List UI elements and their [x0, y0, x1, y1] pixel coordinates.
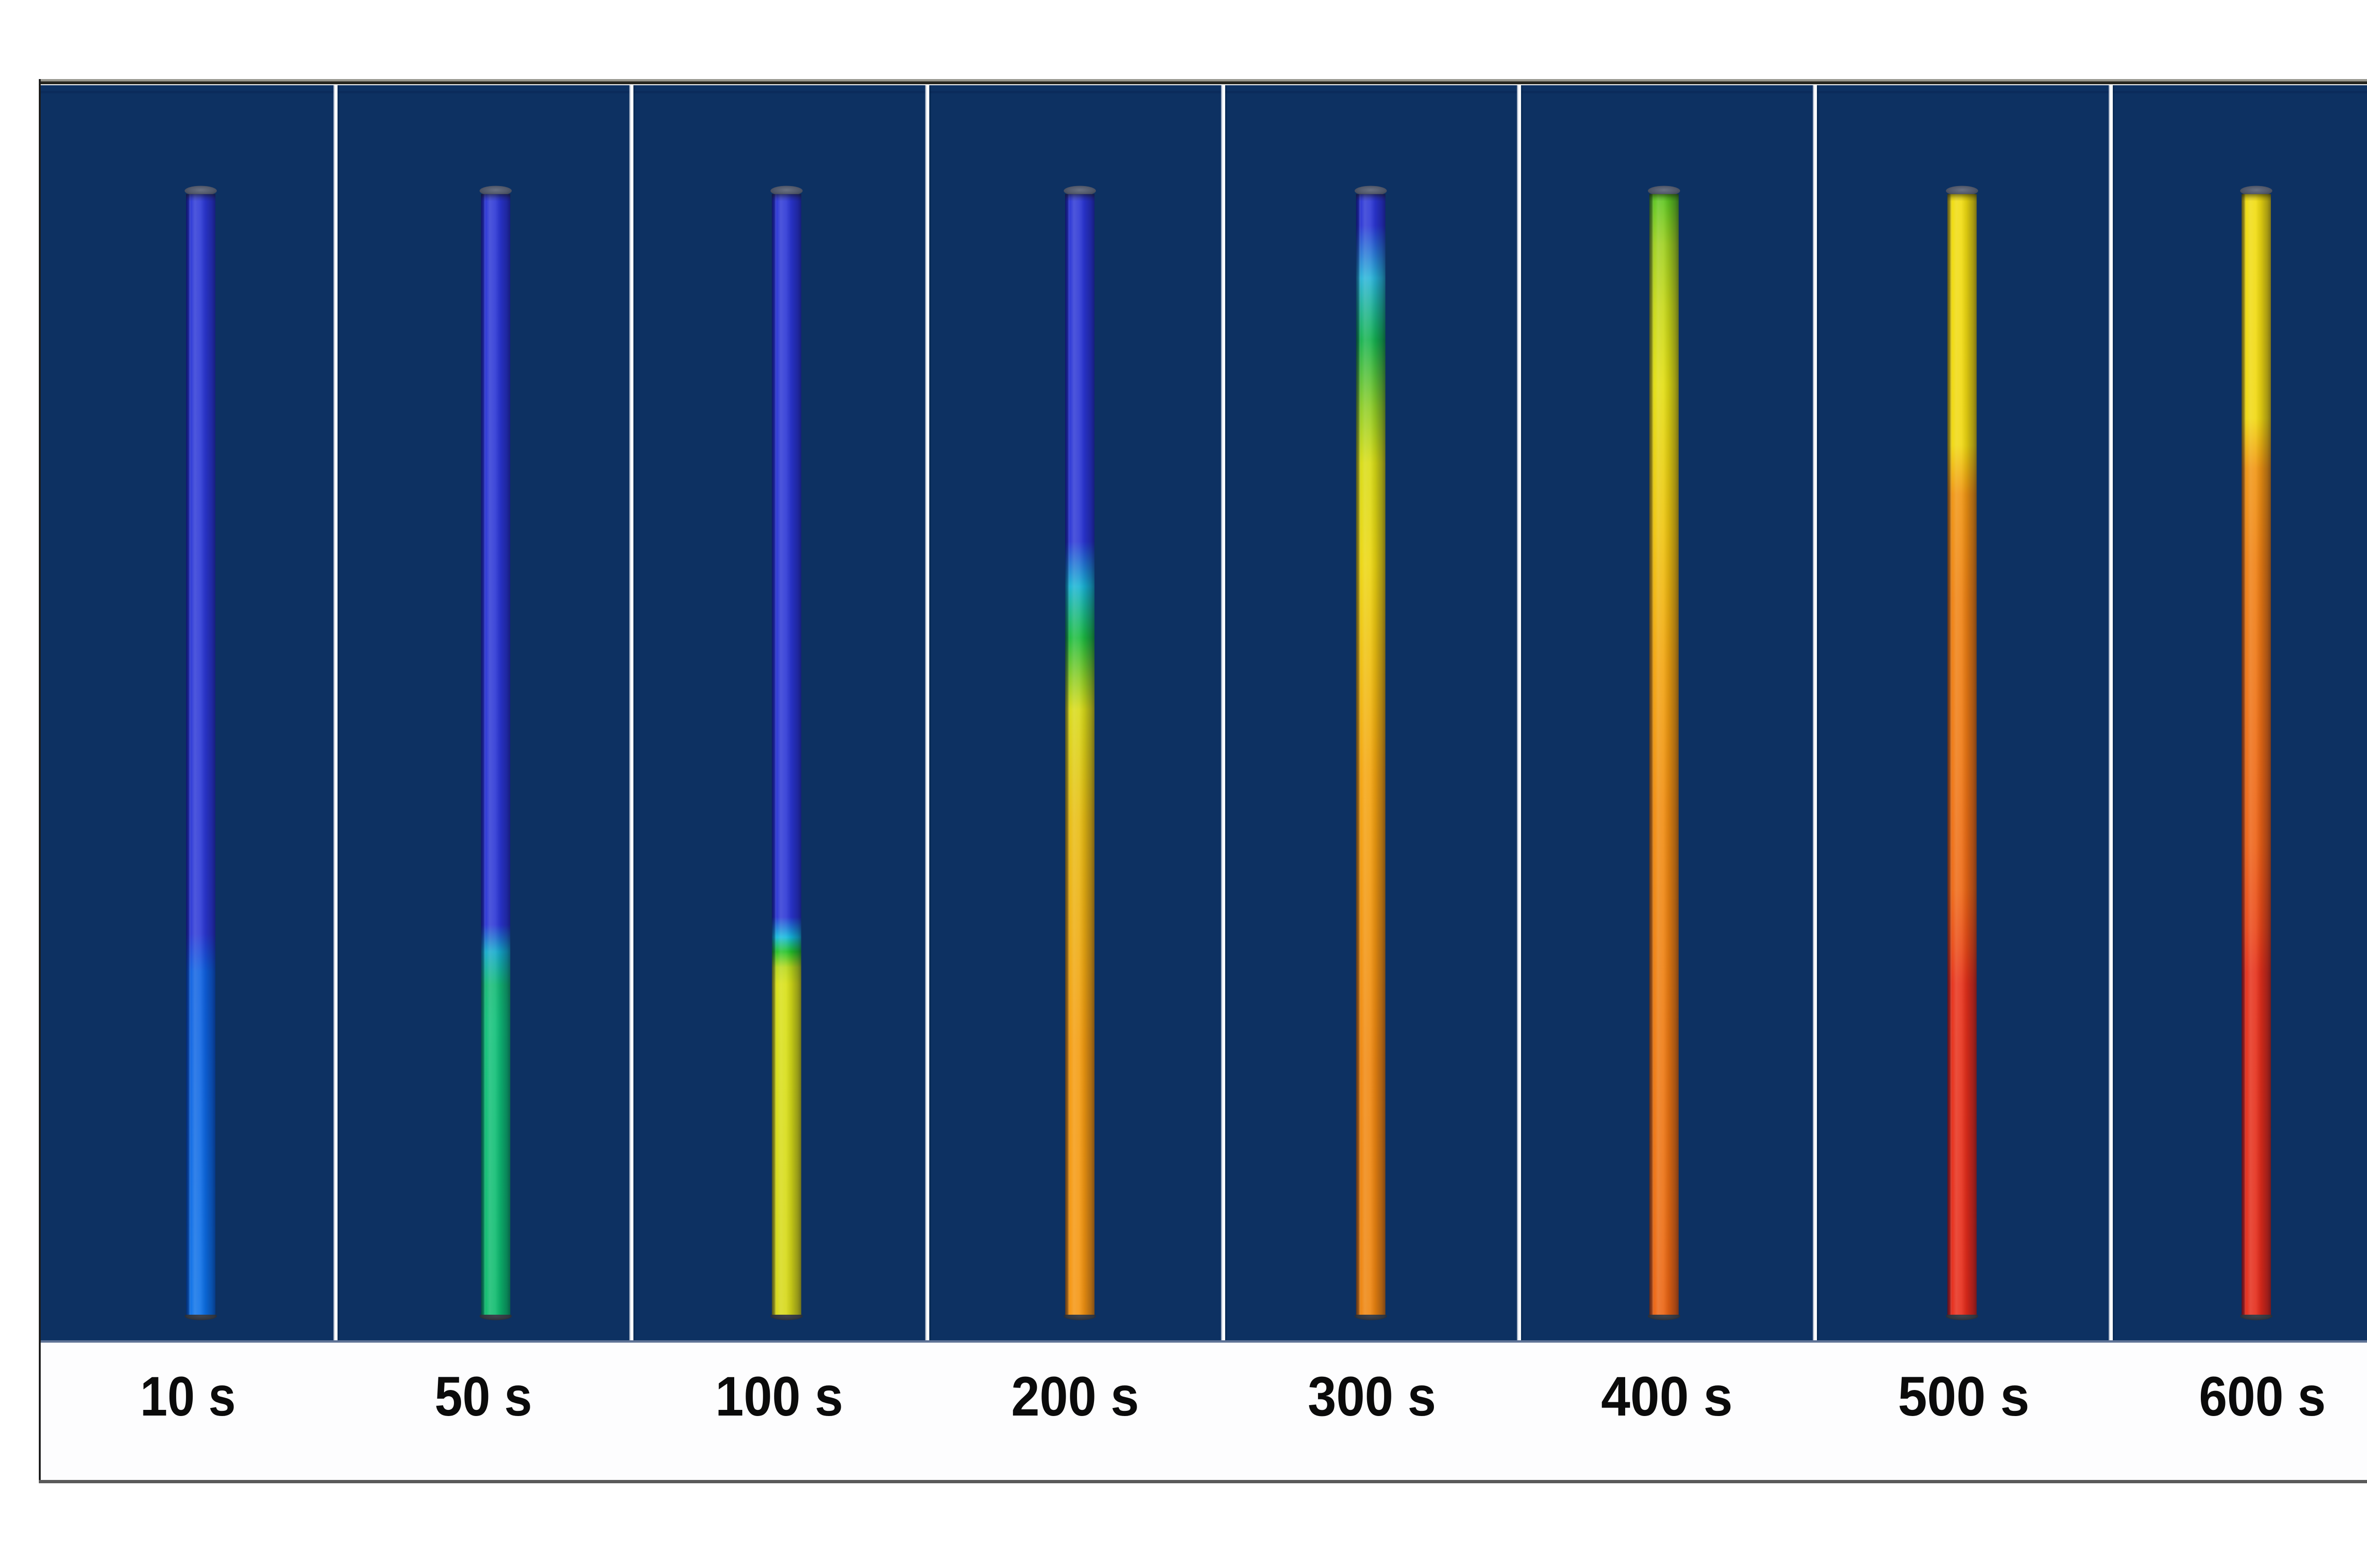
svg-text:50 s: 50 s: [435, 1365, 532, 1428]
svg-text:600 s: 600 s: [2199, 1365, 2326, 1428]
svg-text:500 s: 500 s: [1898, 1365, 2029, 1428]
svg-text:300 s: 300 s: [1308, 1365, 1436, 1428]
svg-text:100 s: 100 s: [715, 1365, 843, 1428]
svg-text:200 s: 200 s: [1011, 1365, 1139, 1428]
svg-text:10 s: 10 s: [140, 1365, 236, 1428]
svg-text:400 s: 400 s: [1601, 1365, 1733, 1428]
